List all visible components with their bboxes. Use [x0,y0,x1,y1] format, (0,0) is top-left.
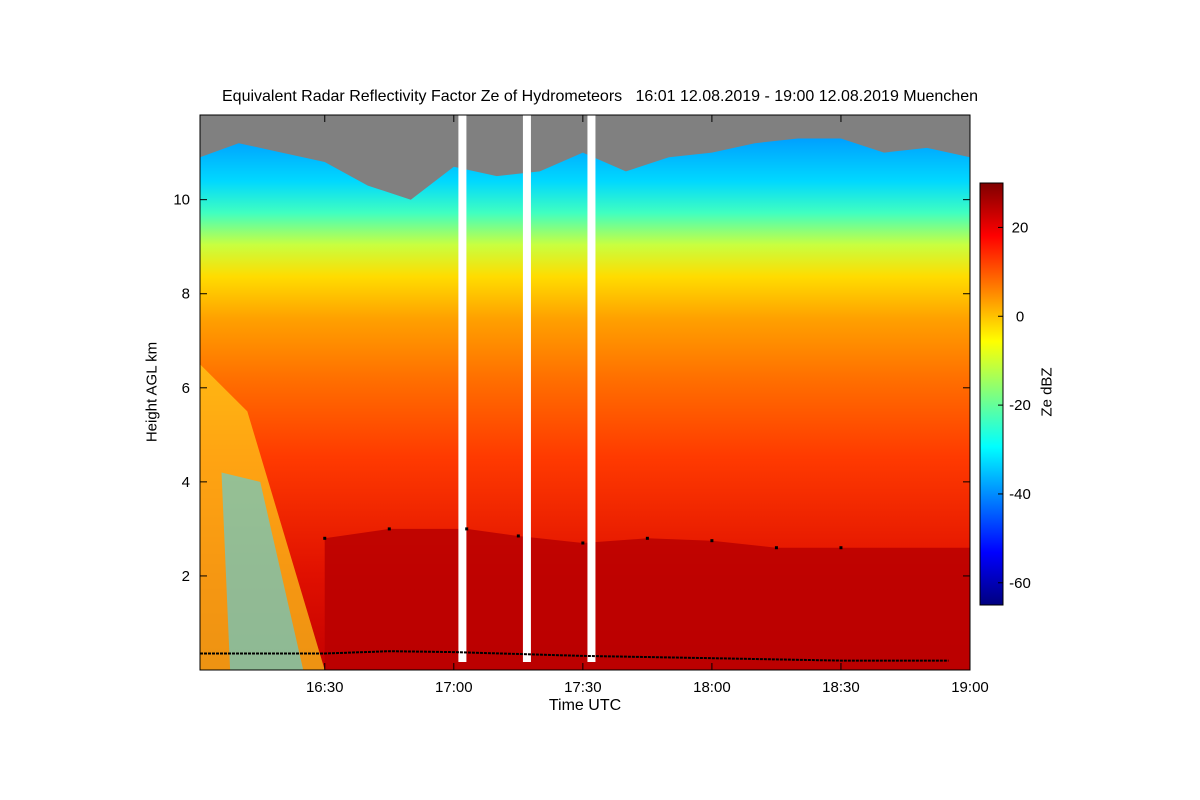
melting-layer-point [645,536,649,540]
melting-layer-point [387,527,391,531]
melting-layer-point [516,534,520,538]
x-axis-label: Time UTC [548,697,622,714]
colorbar-tick-label: -60 [1009,575,1031,592]
y-tick-label: 2 [182,568,190,585]
chart-title: Equivalent Radar Reflectivity Factor Ze … [222,88,978,105]
colorbar-bar [979,182,1004,606]
reflectivity-field [200,115,970,670]
y-tick-label: 6 [182,380,190,397]
x-tick-label: 17:30 [564,679,602,696]
colorbar-tick-label: 0 [1016,308,1024,325]
colorbar-tick-label: 20 [1012,219,1029,236]
data-gap-1 [458,115,467,662]
rain-region [324,528,970,670]
melting-layer-point [465,527,469,531]
axes: 16:30 17:00 17:30 18:00 18:30 19:00 2 4 6 8 10 [173,114,989,696]
colorbar-tick-label: -20 [1009,397,1031,414]
early-cyan-echo [221,472,304,670]
x-tick-label: 18:30 [822,679,860,696]
y-tick-label: 8 [182,286,190,303]
x-tick-label: 19:00 [951,679,989,696]
cloud-base-line [200,650,949,662]
plot-frame [199,114,971,671]
x-tick-label: 16:30 [306,679,344,696]
melting-layer-point [710,539,714,543]
x-tick-label: 18:00 [693,679,731,696]
data-gap-2 [522,115,531,662]
y-tick-label: 10 [173,192,190,209]
melting-layer-point [581,541,585,545]
colorbar: -60 -40 -20 0 20 [979,182,1031,606]
data-gap-3 [587,115,596,662]
x-tick-label: 17:00 [435,679,473,696]
melting-layer-point [839,546,843,550]
y-tick-label: 4 [182,474,190,491]
melting-layer-point [774,546,778,550]
colorbar-tick-label: -40 [1009,486,1031,503]
melting-layer-point [323,536,327,540]
